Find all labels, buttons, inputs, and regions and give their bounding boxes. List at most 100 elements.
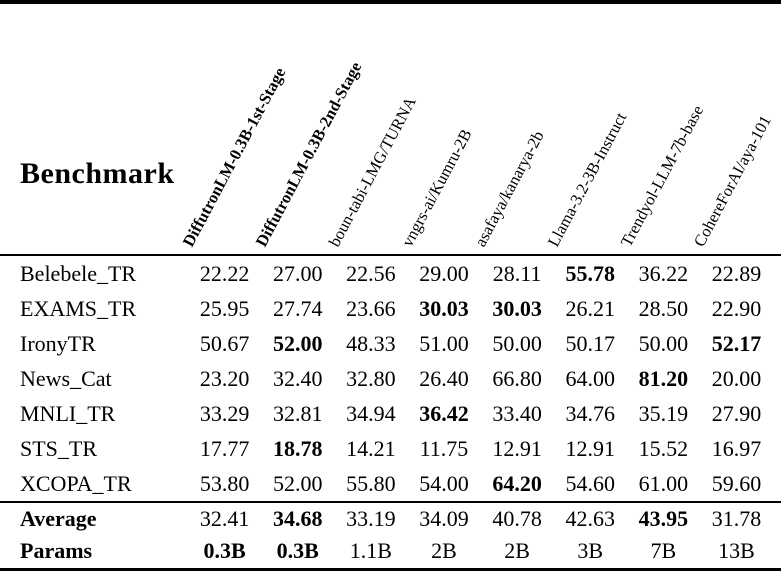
row-label: STS_TR (20, 435, 98, 461)
table-row: STS_TR 17.77 18.78 14.21 11.75 12.91 12.91 15.5… (0, 431, 781, 466)
row-label: XCOPA_TR (20, 470, 132, 496)
summary-rows: Average 32.41 34.68 33.19 34.09 40.78 42.63 43.… (0, 503, 781, 567)
table-row: Average 32.41 34.68 33.19 34.09 40.78 42.63 43.… (0, 503, 781, 535)
value-cell: 32.40 (272, 365, 323, 391)
value-cell: 3B (577, 538, 604, 563)
value-cell: 27.00 (272, 260, 323, 286)
value-cell: 23.66 (346, 295, 396, 321)
value-cell: 32.81 (272, 400, 323, 426)
value-cell: 25.95 (199, 295, 250, 321)
value-cell: 33.19 (346, 506, 396, 531)
table-row: News_Cat 23.20 32.40 32.80 26.40 66.80 64.00 81… (0, 361, 781, 396)
value-cell: 50.17 (565, 330, 615, 356)
value-cell: 48.33 (346, 330, 396, 356)
model-column-header: Trendyol-LLM-7b-base (616, 101, 708, 250)
table-bottom-rule (0, 568, 781, 571)
value-cell: 16.97 (711, 435, 762, 461)
value-cell: 0.3B (203, 538, 246, 563)
value-cell: 33.40 (492, 400, 542, 426)
value-cell: 59.60 (711, 470, 762, 496)
table-row: IronyTR 50.67 52.00 48.33 51.00 50.00 50.17 50.… (0, 326, 781, 361)
value-cell: 17.77 (199, 435, 250, 461)
value-cell: 34.68 (272, 506, 323, 531)
value-cell: 23.20 (199, 365, 250, 391)
value-cell: 26.40 (419, 365, 469, 391)
value-cell: 1.1B (349, 538, 392, 563)
value-cell: 34.76 (565, 400, 615, 426)
table-top-rule (0, 0, 781, 4)
value-cell: 22.89 (711, 260, 762, 286)
value-cell: 34.94 (346, 400, 396, 426)
table-row: MNLI_TR 33.29 32.81 34.94 36.42 33.40 34.76 35.… (0, 396, 781, 431)
value-cell: 31.78 (711, 506, 762, 531)
row-label: Params (20, 538, 93, 563)
value-cell: 26.21 (565, 295, 615, 321)
table-row: Params 0.3B 0.3B 1.1B 2B 2B 3B 7B 13B (0, 535, 781, 567)
value-cell: 61.00 (638, 470, 689, 496)
value-cell: 27.90 (711, 400, 762, 426)
value-cell: 28.50 (638, 295, 689, 321)
value-cell: 32.41 (199, 506, 250, 531)
value-cell: 51.00 (419, 330, 469, 356)
value-cell: 28.11 (492, 260, 542, 286)
value-cell: 54.00 (419, 470, 469, 496)
table-row: EXAMS_TR 25.95 27.74 23.66 30.03 30.03 26.21 28… (0, 291, 781, 326)
value-cell: 22.22 (199, 260, 250, 286)
model-column-header: Llama-3.2-3B-Instruct (543, 108, 631, 250)
model-column-header: vngrs-ai/Kumru-2B (397, 125, 476, 250)
value-cell: 52.17 (711, 330, 762, 356)
value-cell: 33.29 (199, 400, 250, 426)
value-cell: 42.63 (565, 506, 615, 531)
value-cell: 32.80 (346, 365, 396, 391)
value-cell: 12.91 (492, 435, 542, 461)
value-cell: 0.3B (276, 538, 319, 563)
value-cell: 36.22 (638, 260, 689, 286)
value-cell: 50.00 (638, 330, 689, 356)
table-row: Belebele_TR 22.22 27.00 22.56 29.00 28.11 55.7… (0, 256, 781, 291)
value-cell: 27.74 (272, 295, 323, 321)
table-row: XCOPA_TR 53.80 52.00 55.80 54.00 64.20 54.60 61… (0, 466, 781, 501)
value-cell: 12.91 (565, 435, 615, 461)
value-cell: 50.67 (199, 330, 250, 356)
row-label: EXAMS_TR (20, 295, 137, 321)
value-cell: 64.00 (565, 365, 615, 391)
value-cell: 66.80 (492, 365, 542, 391)
value-cell: 22.90 (711, 295, 762, 321)
header-separator-rule (0, 254, 781, 256)
value-cell: 64.20 (492, 470, 542, 496)
benchmark-column-header: Benchmark (20, 157, 175, 190)
value-cell: 52.00 (272, 330, 323, 356)
value-cell: 30.03 (419, 295, 469, 321)
value-cell: 14.21 (346, 435, 396, 461)
value-cell: 29.00 (419, 260, 469, 286)
value-cell: 55.78 (565, 260, 615, 286)
value-cell: 11.75 (419, 435, 469, 461)
value-cell: 2B (431, 538, 457, 563)
footer-separator-rule (0, 501, 781, 503)
table-header-area: Benchmark DiffutronLM-0.3B-1st-Stage Diff… (0, 4, 781, 254)
value-cell: 81.20 (638, 365, 689, 391)
value-cell: 30.03 (492, 295, 542, 321)
value-cell: 15.52 (638, 435, 689, 461)
value-cell: 52.00 (272, 470, 323, 496)
value-cell: 34.09 (419, 506, 469, 531)
value-cell: 53.80 (199, 470, 250, 496)
value-cell: 50.00 (492, 330, 542, 356)
value-cell: 22.56 (346, 260, 396, 286)
row-label: IronyTR (20, 330, 96, 356)
benchmark-rows: Belebele_TR 22.22 27.00 22.56 29.00 28.11 55.7… (0, 256, 781, 501)
model-column-header: CohereForAI/aya-101 (690, 111, 776, 250)
value-cell: 35.19 (638, 400, 689, 426)
row-label: News_Cat (20, 365, 112, 391)
value-cell: 2B (504, 538, 530, 563)
row-label: Belebele_TR (20, 260, 137, 286)
value-cell: 18.78 (272, 435, 323, 461)
value-cell: 7B (650, 538, 677, 563)
value-cell: 40.78 (492, 506, 542, 531)
value-cell: 36.42 (419, 400, 469, 426)
model-column-header: asafaya/kanarya-2b (470, 127, 548, 250)
row-label: MNLI_TR (20, 400, 116, 426)
value-cell: 13B (718, 538, 755, 563)
row-label: Average (20, 506, 97, 531)
